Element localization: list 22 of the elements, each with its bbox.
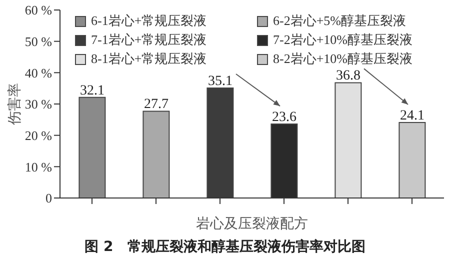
y-tick-label: 30 % (24, 96, 52, 112)
data-label: 32.1 (80, 83, 104, 98)
data-label: 24.1 (400, 108, 424, 124)
data-label: 27.7 (144, 97, 168, 112)
y-tick-label: 0 (46, 190, 52, 206)
y-tick-label: 20 % (24, 128, 52, 143)
legend-label: 8-2岩心+10%醇基压裂液 (273, 50, 412, 68)
legend-label: 6-2岩心+5%醇基压裂液 (273, 12, 406, 30)
data-label: 23.6 (272, 110, 296, 126)
text: 图 2 常规压裂液和醇基压裂液伤害率对比图 (84, 238, 366, 256)
legend-label: 6-1岩心+常规压裂液 (91, 12, 207, 30)
legend-label: 7-1岩心+常规压裂液 (91, 31, 207, 49)
legend-label: 8-1岩心+常规压裂液 (91, 50, 207, 68)
data-label: 35.1 (208, 74, 232, 90)
y-axis-title: 伤害率 (6, 83, 23, 125)
data-label: 36.8 (336, 68, 360, 84)
legend-label: 7-2岩心+10%醇基压裂液 (273, 31, 412, 49)
y-tick-label: 50 % (24, 34, 52, 49)
y-tick-label: 60 % (24, 2, 52, 18)
x-axis-title: 岩心及压裂液配方 (196, 216, 308, 232)
y-tick-label: 10 % (24, 159, 52, 174)
y-tick-label: 40 % (24, 65, 52, 80)
